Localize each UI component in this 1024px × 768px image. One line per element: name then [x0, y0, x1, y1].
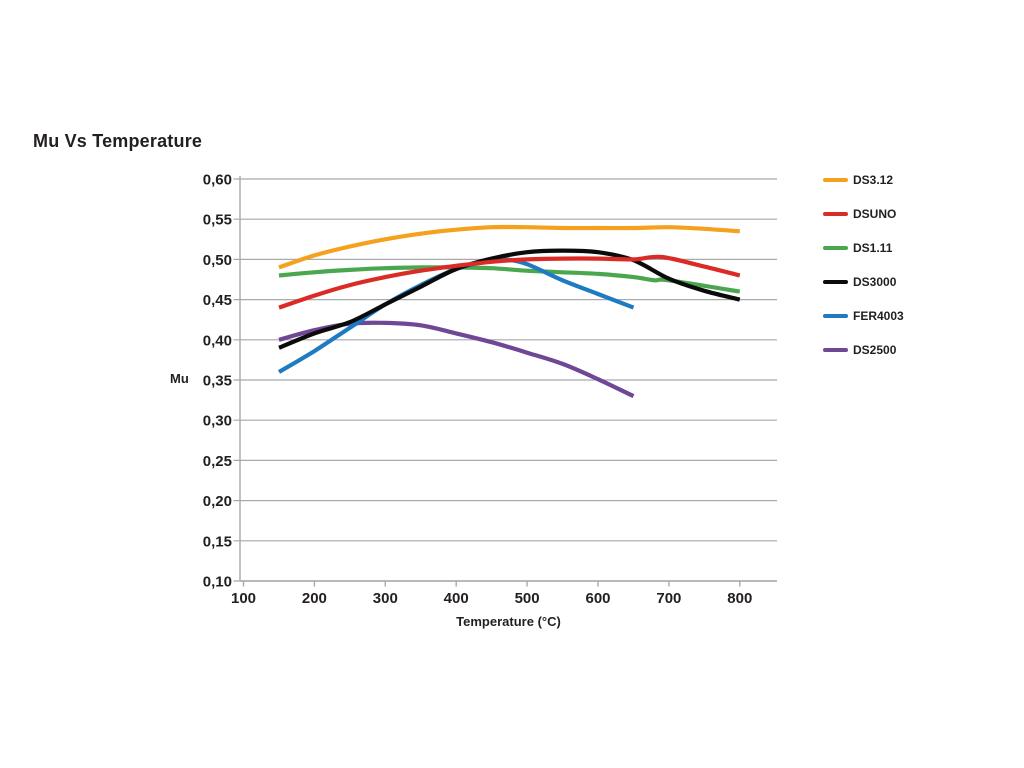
x-tick-label: 100	[231, 590, 256, 607]
x-tick-label: 400	[444, 590, 469, 607]
legend-swatch	[823, 212, 848, 216]
y-tick-label: 0,40	[203, 332, 232, 349]
series-line-ds3-12	[278, 224, 740, 270]
y-tick-label: 0,25	[203, 453, 232, 470]
chart-title: Mu Vs Temperature	[33, 131, 203, 151]
legend-item-ds1-11: DS1.11	[823, 241, 892, 255]
legend-label: DS2500	[853, 343, 897, 357]
legend-item-ds3-12: DS3.12	[823, 173, 893, 187]
legend-label: DS3.12	[853, 173, 894, 187]
series-line-ds1-11	[278, 265, 741, 294]
y-tick-label: 0,60	[203, 172, 232, 189]
legend-label: DS3000	[853, 275, 897, 289]
series-line-dsuno	[278, 254, 741, 310]
y-tick-label: 0,20	[203, 493, 232, 510]
legend-swatch	[823, 314, 848, 318]
x-tick-label: 300	[373, 590, 398, 607]
series-line-fer4003	[277, 256, 635, 374]
y-tick-label: 0,55	[203, 212, 232, 229]
x-tick-label: 700	[656, 590, 681, 607]
legend-swatch	[823, 178, 848, 182]
y-tick-label: 0,50	[203, 252, 232, 269]
y-tick-label: 0,10	[203, 574, 232, 591]
legend-label: DSUNO	[853, 207, 897, 221]
legend-label: FER4003	[853, 309, 904, 323]
legend-item-ds3000: DS3000	[823, 275, 896, 289]
legend-item-dsuno: DSUNO	[823, 207, 896, 221]
x-axis-title: Temperature (°C)	[456, 614, 561, 629]
legend-swatch	[823, 246, 848, 250]
legend-swatch	[823, 280, 848, 284]
legend-item-ds2500: DS2500	[823, 343, 896, 357]
y-tick-label: 0,30	[203, 413, 232, 430]
series-line-ds2500	[278, 320, 635, 399]
legend-swatch	[823, 348, 848, 352]
x-tick-label: 500	[515, 590, 540, 607]
series-line-ds3000	[278, 248, 741, 350]
y-axis-title: Mu	[170, 371, 189, 386]
legend-label: DS1.11	[853, 241, 893, 255]
x-tick-label: 800	[727, 590, 752, 607]
x-tick-label: 200	[302, 590, 327, 607]
legend-item-fer4003: FER4003	[823, 309, 904, 323]
y-tick-label: 0,45	[203, 292, 232, 309]
y-tick-label: 0,35	[203, 373, 232, 390]
x-tick-label: 600	[585, 590, 610, 607]
y-tick-label: 0,15	[203, 533, 232, 550]
